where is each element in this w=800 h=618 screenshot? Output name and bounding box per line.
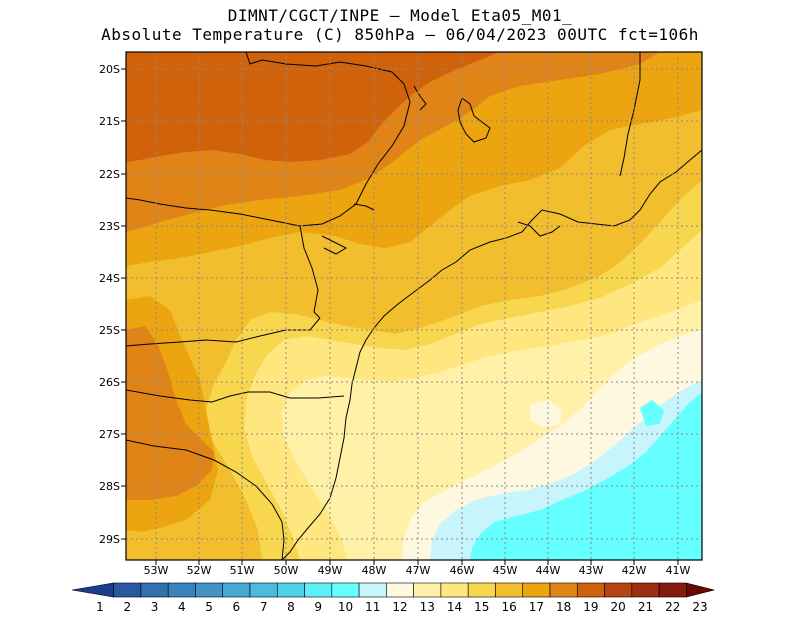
- colorbar-swatch: [658, 582, 687, 598]
- bay: [517, 221, 561, 237]
- colorbar-swatch: [113, 582, 142, 598]
- colorbar-swatch: [276, 582, 305, 598]
- colorbar-label: 9: [314, 600, 322, 614]
- colorbar-swatch: [222, 582, 251, 598]
- colorbar-label: 4: [178, 600, 186, 614]
- colorbar-swatch: [167, 582, 196, 598]
- coastline-and-borders: [126, 52, 702, 560]
- contour-t12: [530, 400, 562, 428]
- lon-label: 52W: [187, 564, 212, 577]
- colorbar-label: 15: [474, 600, 489, 614]
- colorbar-label: 17: [529, 600, 544, 614]
- lon-label: 42W: [622, 564, 647, 577]
- lon-label: 46W: [450, 564, 475, 577]
- colorbar-label: 2: [123, 600, 131, 614]
- map-title-line1: DIMNT/CGCT/INPE – Model Eta05_M01_: [227, 6, 573, 25]
- colorbar-label: 11: [365, 600, 380, 614]
- colorbar-label: 19: [583, 600, 598, 614]
- lon-label: 48W: [362, 564, 387, 577]
- lake: [353, 203, 375, 211]
- colorbar-label: 8: [287, 600, 295, 614]
- state-border: [126, 197, 301, 227]
- lon-label: 41W: [666, 564, 691, 577]
- state-border: [245, 52, 411, 319]
- lat-label: 23S: [99, 220, 120, 233]
- colorbar-swatch: [440, 582, 469, 598]
- colorbar-swatch: [467, 582, 496, 598]
- colorbar-label: 10: [338, 600, 353, 614]
- lon-label: 45W: [493, 564, 518, 577]
- colorbar-label: 23: [692, 600, 707, 614]
- lon-label: 43W: [579, 564, 604, 577]
- colorbar-swatch: [576, 582, 605, 598]
- colorbar-label: 7: [260, 600, 268, 614]
- lat-label: 26S: [99, 376, 120, 389]
- lat-label: 25S: [99, 324, 120, 337]
- lon-label: 47W: [406, 564, 431, 577]
- latitude-labels: 20S 21S 22S 23S 24S 25S 26S 27S 28S 29S: [99, 63, 120, 546]
- colorbar-swatch: [686, 582, 715, 598]
- lat-label: 21S: [99, 115, 120, 128]
- colorbar-swatch: [71, 582, 114, 598]
- colorbar-swatch: [386, 582, 414, 598]
- colorbar-label: 1: [96, 600, 104, 614]
- colorbar-label: 6: [233, 600, 241, 614]
- colorbar-swatch: [522, 582, 551, 598]
- colorbar-swatch: [304, 582, 333, 598]
- lat-label: 28S: [99, 480, 120, 493]
- colorbar-swatch: [358, 582, 387, 598]
- state-border: [126, 389, 345, 403]
- lon-label: 50W: [274, 564, 299, 577]
- contour-t18: [126, 326, 214, 500]
- colorbar-swatch: [604, 582, 633, 598]
- contour-t19: [126, 52, 500, 162]
- colorbar-label: 18: [556, 600, 571, 614]
- contour-t10: [640, 400, 664, 426]
- colorbar-label: 20: [611, 600, 626, 614]
- colorbar-label: 13: [420, 600, 435, 614]
- colorbar-label: 14: [447, 600, 462, 614]
- lat-label: 27S: [99, 428, 120, 441]
- lat-label: 22S: [99, 168, 120, 181]
- lon-label: 53W: [144, 564, 169, 577]
- lat-label: 20S: [99, 63, 120, 76]
- lake: [457, 97, 491, 143]
- colorbar-swatch: [549, 582, 578, 598]
- colorbar-label: 5: [205, 600, 213, 614]
- lon-label: 44W: [536, 564, 561, 577]
- colorbar-label: 22: [665, 600, 680, 614]
- colorbar-swatch: [140, 582, 169, 598]
- temperature-field: [126, 52, 702, 560]
- map-title-line2: Absolute Temperature (C) 850hPa – 06/04/…: [101, 25, 699, 44]
- colorbar-label: 16: [501, 600, 516, 614]
- state-border: [126, 439, 285, 560]
- state-border: [619, 52, 641, 177]
- lat-label: 24S: [99, 272, 120, 285]
- lat-lon-grid: [126, 52, 702, 560]
- lon-label: 49W: [318, 564, 343, 577]
- colorbar-swatch: [631, 582, 660, 598]
- lake: [413, 85, 427, 111]
- colorbar-label: 3: [151, 600, 159, 614]
- colorbar-swatch: [249, 582, 278, 598]
- contour-t10: [470, 392, 702, 560]
- lat-label: 29S: [99, 533, 120, 546]
- lon-label: 51W: [230, 564, 255, 577]
- colorbar-swatch: [413, 582, 442, 598]
- lake: [321, 235, 348, 255]
- colorbar: 1 2 3 4 5 6 7 8 9 10 11 12 13 14 15 16 17 18 19 20 21 22 23: [71, 582, 715, 614]
- colorbar-label: 21: [638, 600, 653, 614]
- map-frame: [125, 51, 703, 561]
- colorbar-swatch: [195, 582, 224, 598]
- colorbar-swatch: [331, 582, 360, 598]
- colorbar-label: 12: [392, 600, 407, 614]
- coastline: [281, 149, 702, 560]
- colorbar-swatch: [495, 582, 524, 598]
- axis-ticks: [121, 68, 679, 565]
- longitude-labels: 53W 52W 51W 50W 49W 48W 47W 46W 45W 44W …: [144, 564, 691, 577]
